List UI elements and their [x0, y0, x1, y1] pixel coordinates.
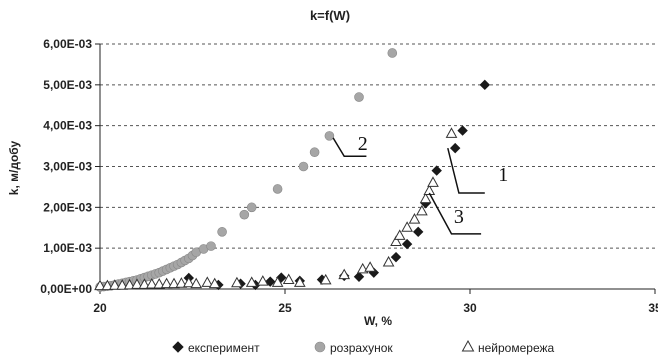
data-point: [108, 279, 121, 290]
data-point: [479, 79, 491, 91]
data-point: [401, 238, 413, 250]
legend-marker: [314, 341, 326, 353]
y-axis-label: k, м/добу: [7, 140, 21, 195]
legend-marker: [461, 339, 475, 352]
data-point: [231, 276, 243, 288]
data-point: [145, 277, 158, 289]
data-point: [416, 204, 428, 216]
data-point: [246, 202, 257, 213]
data-point: [431, 165, 442, 176]
data-point: [94, 279, 106, 291]
x-tick-label: 20: [93, 301, 107, 315]
data-point: [153, 277, 166, 289]
data-point: [390, 235, 402, 247]
y-tick-label: 6,00E-03: [43, 37, 92, 51]
legend-item: експеримент: [172, 341, 260, 355]
data-point: [116, 279, 129, 290]
y-tick-label: 2,00E-03: [43, 200, 92, 214]
data-point: [412, 226, 424, 238]
data-point: [449, 142, 461, 154]
data-point: [282, 273, 295, 285]
data-point: [298, 161, 309, 172]
data-point: [309, 147, 320, 158]
data-point: [245, 276, 258, 287]
data-point: [175, 277, 188, 288]
data-point: [408, 213, 421, 224]
data-point: [324, 131, 335, 141]
data-point: [401, 221, 413, 232]
data-point: [160, 277, 173, 289]
data-point: [239, 209, 250, 220]
legend-marker: [172, 341, 184, 353]
annotations: 1 2 3: [332, 133, 508, 235]
data-point: [201, 276, 214, 287]
annotation-label: 3: [454, 206, 464, 228]
data-point: [457, 125, 468, 136]
data-point: [445, 127, 458, 138]
x-tick-label: 35: [648, 301, 658, 315]
data-point: [364, 261, 376, 272]
x-tick-label: 30: [463, 301, 477, 315]
legend-label: експеримент: [188, 341, 260, 355]
y-tick-label: 3,00E-03: [43, 160, 92, 174]
data-point: [217, 227, 227, 237]
data-point: [168, 277, 180, 289]
data-point: [182, 276, 195, 288]
data-point: [390, 251, 402, 263]
data-point: [264, 276, 276, 287]
legend-item: розрахунок: [314, 341, 393, 355]
legend-label: розрахунок: [330, 341, 393, 355]
legend-item: нейромережа: [461, 339, 555, 355]
data-point: [271, 276, 284, 287]
y-tick-label: 1,00E-03: [43, 241, 92, 255]
data-point: [427, 176, 439, 187]
data-point: [382, 255, 395, 267]
y-tick-labels: 0,00E+00 1,00E-03 2,00E-03 3,00E-03 4,00E-03…: [40, 37, 92, 296]
x-tick-label: 25: [278, 301, 292, 315]
data-point: [387, 48, 398, 58]
data-point: [256, 275, 269, 286]
data-point: [293, 276, 306, 287]
annotation-leader-line: [332, 137, 367, 158]
data-point: [319, 273, 332, 285]
data-point: [419, 192, 432, 204]
axes: [95, 43, 656, 294]
data-point: [101, 279, 114, 291]
legend-label: нейромережа: [478, 341, 555, 355]
y-tick-label: 0,00E+00: [40, 282, 92, 296]
annotation-label: 1: [498, 164, 508, 186]
data-point: [354, 92, 364, 102]
x-tick-labels: 20 25 30 35: [93, 301, 658, 315]
data-point: [123, 278, 136, 290]
data-point: [338, 268, 351, 280]
y-tick-label: 4,00E-03: [43, 119, 92, 133]
data-point: [353, 271, 365, 282]
legend: експеримент розрахунок нейромережа: [172, 339, 555, 355]
data-point: [131, 278, 143, 289]
data-points: [94, 48, 491, 292]
chart-title: k=f(W): [310, 8, 350, 23]
x-axis-label: W, %: [364, 314, 392, 328]
gridlines: [100, 43, 655, 249]
data-point: [206, 241, 216, 251]
data-point: [138, 278, 151, 289]
data-point: [190, 277, 203, 289]
data-point: [208, 277, 221, 289]
y-tick-label: 5,00E-03: [43, 78, 92, 92]
data-point: [393, 229, 406, 240]
annotation-leader-line: [428, 192, 482, 235]
annotation-leader-line: [447, 147, 485, 194]
annotation-label: 2: [358, 133, 368, 155]
data-point: [272, 184, 283, 194]
